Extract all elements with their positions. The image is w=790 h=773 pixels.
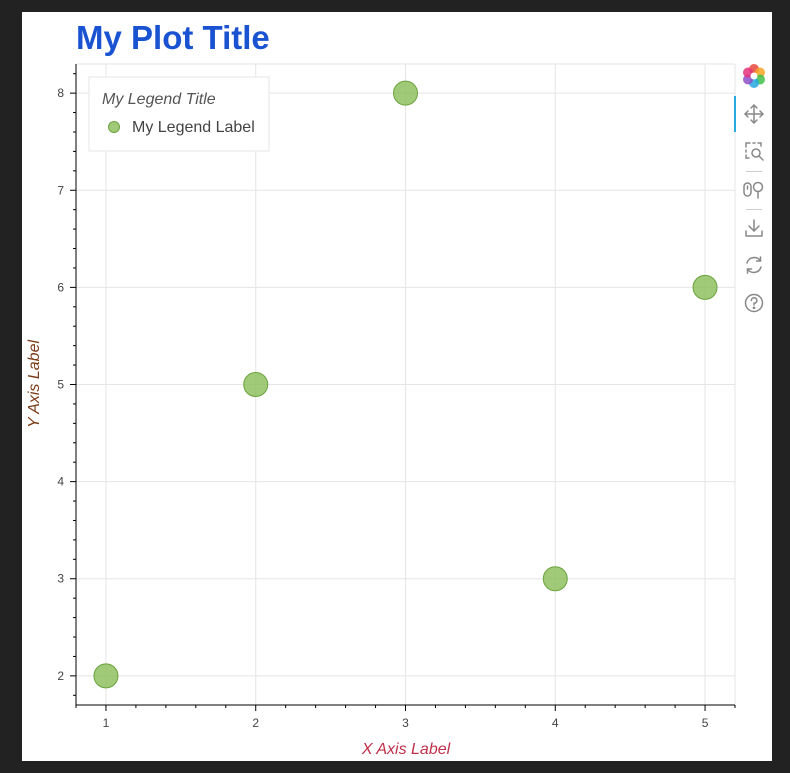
legend-label: My Legend Label — [132, 119, 255, 136]
x-tick-label: 5 — [702, 716, 709, 730]
y-tick-label: 4 — [57, 475, 64, 489]
scatter-chart[interactable]: My Plot Title 1 2 3 4 5 2 3 4 5 6 7 8 My Legend Tit… — [22, 12, 772, 761]
y-tick-label: 8 — [57, 86, 64, 100]
active-tool-indicator — [734, 96, 736, 132]
x-axis-label: X Axis Label — [361, 741, 451, 758]
x-tick-label: 2 — [252, 716, 259, 730]
x-tick-label: 3 — [402, 716, 409, 730]
chart-title: My Plot Title — [76, 19, 270, 56]
data-points — [93, 80, 718, 689]
plot-frame: My Plot Title 1 2 3 4 5 2 3 4 5 6 7 8 My Legend Tit… — [22, 12, 772, 761]
data-point — [393, 80, 418, 106]
x-tick-label: 1 — [103, 716, 110, 730]
box-zoom-icon[interactable] — [739, 137, 769, 165]
save-icon[interactable] — [739, 214, 769, 242]
wheel-zoom-icon[interactable] — [739, 175, 769, 203]
data-point — [243, 372, 269, 397]
y-tick-label: 3 — [57, 572, 64, 586]
y-axis-label: Y Axis Label — [26, 340, 43, 429]
data-point — [542, 566, 568, 592]
y-tick-label: 7 — [57, 183, 64, 197]
toolbar-divider — [746, 209, 762, 210]
bokeh-logo-icon[interactable] — [739, 62, 769, 90]
y-tick-label: 6 — [57, 280, 64, 294]
data-point — [692, 274, 718, 300]
help-icon[interactable] — [739, 289, 769, 317]
legend[interactable]: My Legend Title My Legend Label — [88, 76, 270, 152]
legend-box — [88, 76, 270, 152]
data-point — [93, 663, 119, 689]
grid-lines — [76, 63, 736, 705]
legend-swatch — [108, 121, 120, 133]
toolbar-divider — [746, 171, 762, 172]
toolbar — [734, 62, 774, 332]
axes: 1 2 3 4 5 2 3 4 5 6 7 8 — [57, 64, 736, 730]
y-tick-label: 5 — [57, 378, 64, 392]
legend-title: My Legend Title — [102, 91, 216, 108]
pan-icon[interactable] — [739, 100, 769, 128]
x-tick-label: 4 — [552, 716, 559, 730]
reset-icon[interactable] — [739, 251, 769, 279]
y-tick-label: 2 — [57, 669, 64, 683]
